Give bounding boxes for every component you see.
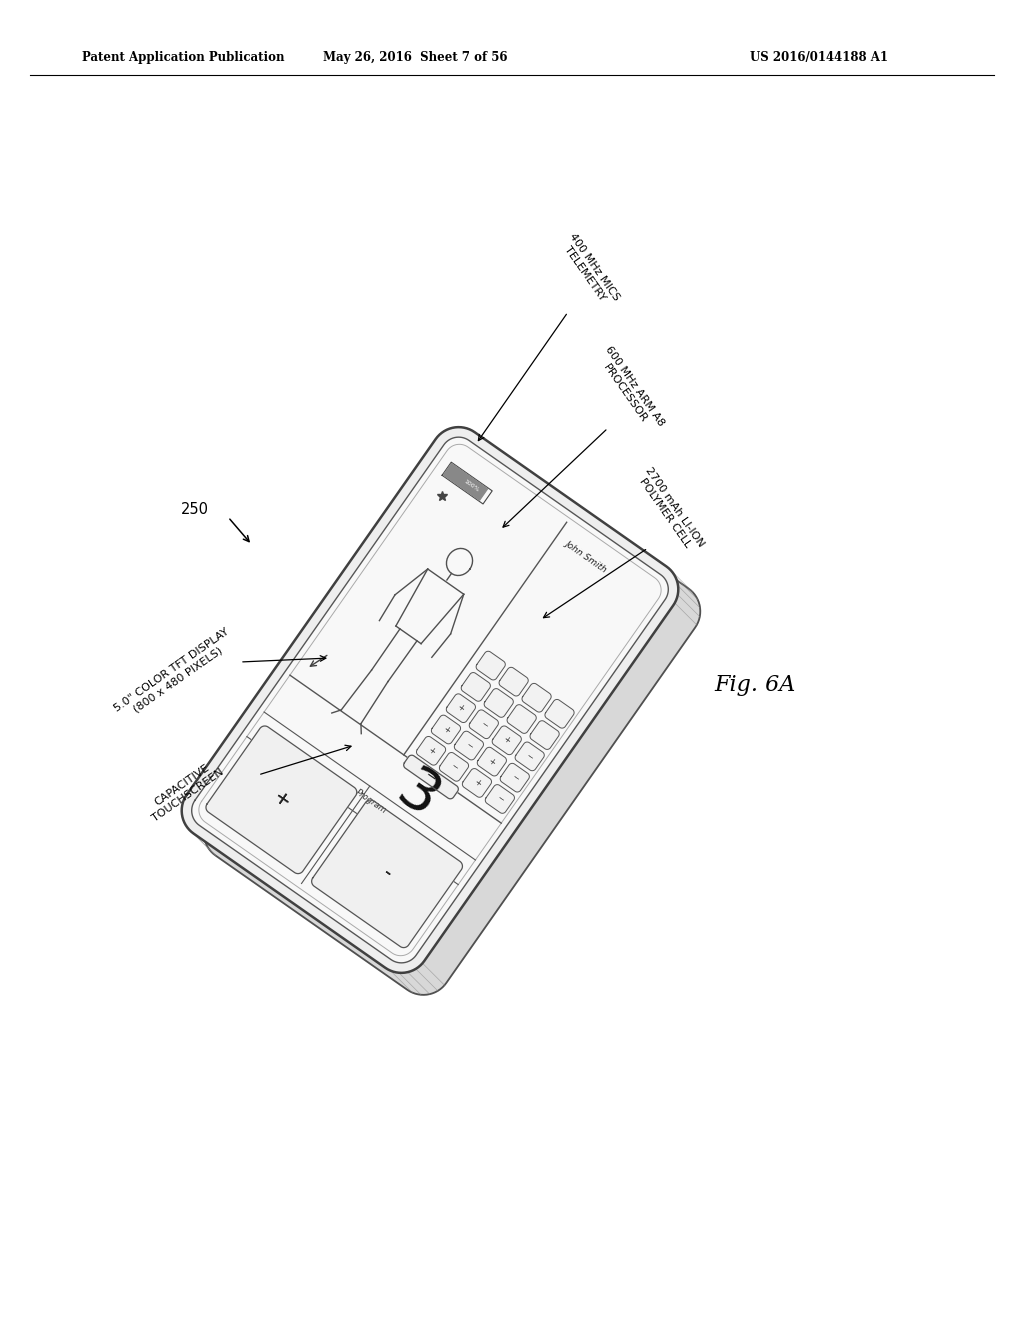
Polygon shape	[446, 548, 473, 576]
Text: −: −	[449, 762, 460, 772]
Polygon shape	[439, 752, 469, 781]
Polygon shape	[443, 463, 487, 500]
Polygon shape	[461, 673, 490, 701]
Polygon shape	[484, 689, 513, 717]
Polygon shape	[485, 784, 514, 813]
Polygon shape	[469, 710, 499, 739]
Polygon shape	[206, 726, 356, 874]
Polygon shape	[181, 428, 678, 973]
Text: 250: 250	[181, 503, 209, 517]
Text: +: +	[486, 756, 498, 767]
Text: Program: Program	[354, 788, 388, 816]
Polygon shape	[530, 721, 559, 750]
Text: +: +	[471, 777, 482, 788]
Text: −: −	[524, 751, 536, 762]
Polygon shape	[417, 737, 445, 766]
Polygon shape	[191, 437, 669, 962]
Text: 3: 3	[386, 762, 450, 829]
Polygon shape	[403, 755, 459, 799]
Text: -: -	[379, 865, 395, 883]
Polygon shape	[477, 747, 507, 776]
Polygon shape	[500, 763, 529, 792]
Text: US 2016/0144188 A1: US 2016/0144188 A1	[750, 51, 888, 65]
Polygon shape	[455, 731, 483, 760]
Text: −: −	[509, 772, 520, 783]
Text: −: −	[495, 793, 505, 805]
Text: Patent Application Publication: Patent Application Publication	[82, 51, 285, 65]
Text: 2700 mAh LI-ION
POLYMER CELL: 2700 mAh LI-ION POLYMER CELL	[634, 465, 706, 554]
Text: 600 MHz ARM A8
PROCESSOR: 600 MHz ARM A8 PROCESSOR	[594, 345, 667, 436]
Text: 5.0" COLOR TFT DISPLAY
(800 x 480 PIXELS): 5.0" COLOR TFT DISPLAY (800 x 480 PIXELS…	[113, 627, 238, 723]
Polygon shape	[493, 726, 521, 755]
Text: CAPACITIVE
TOUCHSCREEN: CAPACITIVE TOUCHSCREEN	[144, 756, 226, 824]
Polygon shape	[522, 684, 551, 711]
Polygon shape	[515, 742, 545, 771]
Text: +: +	[440, 723, 452, 735]
Text: +: +	[426, 744, 436, 756]
Text: -: -	[379, 865, 395, 883]
Text: Fig. 6A: Fig. 6A	[715, 675, 796, 696]
Polygon shape	[446, 694, 475, 722]
Text: +: +	[269, 787, 294, 812]
Text: −: −	[464, 741, 474, 751]
Polygon shape	[545, 700, 574, 729]
Text: −: −	[478, 718, 489, 730]
Text: +: +	[269, 787, 294, 812]
Text: 400 MHz MICS
TELEMETRY: 400 MHz MICS TELEMETRY	[558, 231, 622, 309]
Polygon shape	[463, 768, 492, 797]
Polygon shape	[311, 800, 463, 948]
Polygon shape	[204, 449, 700, 995]
Text: 100%: 100%	[463, 479, 480, 494]
Polygon shape	[476, 651, 505, 680]
Text: −: −	[422, 768, 439, 787]
Polygon shape	[431, 715, 461, 743]
Polygon shape	[507, 705, 537, 734]
Text: +: +	[502, 735, 512, 746]
Text: John Smith: John Smith	[563, 539, 608, 574]
Text: +: +	[456, 702, 466, 714]
Polygon shape	[499, 668, 528, 696]
Text: May 26, 2016  Sheet 7 of 56: May 26, 2016 Sheet 7 of 56	[323, 51, 507, 65]
